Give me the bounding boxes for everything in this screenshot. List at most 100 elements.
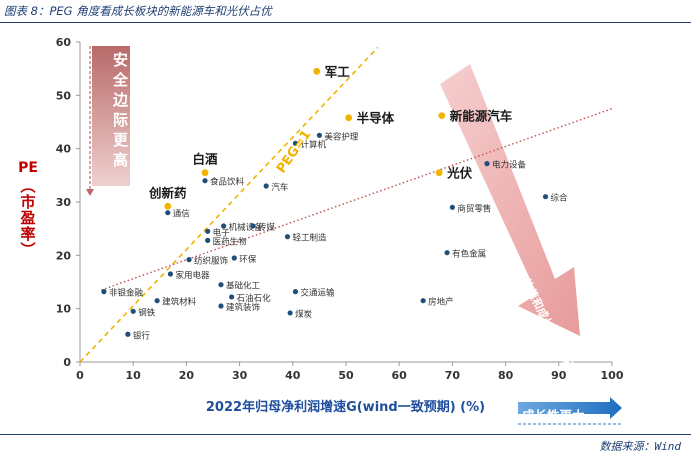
y-tick-label: 30 xyxy=(56,196,72,209)
point-label: 美容护理 xyxy=(324,131,359,142)
point-label: 医药生物 xyxy=(213,236,248,247)
arrow-diagonal-decor xyxy=(440,64,580,336)
point-label: 银行 xyxy=(133,330,151,341)
point-label: 交通运输 xyxy=(300,288,335,299)
axes: 0 10 20 30 40 50 60 70 80 90 100 0 10 20 30 40 50 60 xyxy=(56,36,624,382)
point-label: 基础化工 xyxy=(226,281,261,292)
data-point xyxy=(435,169,443,177)
point-label: 建筑材料 xyxy=(162,297,197,308)
data-point xyxy=(345,114,353,122)
reference-lines xyxy=(79,46,613,363)
data-point xyxy=(316,132,322,138)
point-label: 建筑装饰 xyxy=(226,302,261,313)
data-point xyxy=(292,289,299,295)
x-tick-label: 60 xyxy=(392,369,408,382)
x-tick-label: 10 xyxy=(126,369,142,382)
data-point xyxy=(229,294,235,300)
source-note: 数据来源：Wind xyxy=(599,440,682,453)
point-label: 综合 xyxy=(551,193,569,204)
y-tick-label: 50 xyxy=(56,89,72,102)
point-label: 食品饮料 xyxy=(210,177,245,188)
point-label: 非银金融 xyxy=(109,288,144,299)
y-tick-label: 0 xyxy=(63,356,71,369)
x-tick-label: 90 xyxy=(551,369,567,382)
point-label: 光伏 xyxy=(446,166,473,181)
y-tick-label: 40 xyxy=(56,143,72,156)
annotation-growth: 成长性更大 xyxy=(522,408,585,423)
top-rule xyxy=(0,22,691,23)
y-axis-label-pe: PE xyxy=(18,160,38,176)
data-point xyxy=(292,140,299,146)
point-label: 创新药 xyxy=(148,185,187,200)
data-point xyxy=(101,289,107,295)
point-label: 军工 xyxy=(325,64,351,79)
y-axis-label-cn: （市盈率） xyxy=(18,178,37,258)
y-tick-label: 60 xyxy=(56,36,72,49)
point-label: 商贸零售 xyxy=(457,203,491,214)
point-label: 新能源汽车 xyxy=(450,109,513,124)
y-tick-label: 20 xyxy=(56,249,72,262)
data-point xyxy=(202,178,208,184)
point-label: 半导体 xyxy=(357,111,395,126)
bottom-rule xyxy=(0,434,691,435)
data-point xyxy=(420,298,426,304)
point-label: 机械设备 xyxy=(229,222,264,233)
data-point xyxy=(205,237,211,243)
point-label: 房地产 xyxy=(428,297,454,308)
data-point xyxy=(287,310,293,316)
point-label: 通信 xyxy=(173,209,191,220)
figure-title: 图表 8：PEG 角度看成长板块的新能源车和光伏占优 xyxy=(4,4,272,18)
point-label: 环保 xyxy=(239,254,257,265)
data-point xyxy=(218,282,224,288)
x-tick-label: 30 xyxy=(232,369,248,382)
data-point xyxy=(125,331,131,337)
data-point xyxy=(313,67,321,75)
point-label: 计算机 xyxy=(300,139,326,150)
x-tick-label: 20 xyxy=(179,369,195,382)
data-point xyxy=(221,223,227,229)
peg-line-label: PEG=1 xyxy=(274,128,314,177)
data-point xyxy=(154,298,160,304)
data-point xyxy=(284,234,291,240)
point-label: 家用电器 xyxy=(175,270,210,281)
x-tick-label: 100 xyxy=(601,369,624,382)
point-label: 轻工制造 xyxy=(292,233,327,244)
point-label: 白酒 xyxy=(193,152,219,167)
data-point xyxy=(484,161,490,167)
x-tick-label: 50 xyxy=(338,369,354,382)
x-tick-label: 70 xyxy=(445,369,461,382)
point-label: 煤炭 xyxy=(295,309,313,320)
x-tick-label: 0 xyxy=(76,369,84,382)
y-tick-label: 10 xyxy=(56,303,72,316)
data-point xyxy=(250,223,256,229)
point-label: 石油石化 xyxy=(237,293,272,304)
data-point xyxy=(167,271,174,277)
point-label: 纺织服饰 xyxy=(194,256,229,267)
y-axis-label: PE （市盈率） xyxy=(14,160,42,258)
x-tick-label: 40 xyxy=(285,369,301,382)
peg-line xyxy=(79,46,379,363)
point-label: 传媒 xyxy=(258,222,276,233)
x-axis-label: 2022年归母净利润增速G(wind一致预期) (%) xyxy=(205,400,486,415)
data-point xyxy=(165,210,171,216)
data-point xyxy=(449,204,455,210)
point-label: 电力设备 xyxy=(492,160,527,171)
data-point xyxy=(164,202,172,210)
point-label: 有色金属 xyxy=(452,249,486,260)
data-point xyxy=(263,183,269,189)
annotation-safety-margin: 安全边际更高 xyxy=(111,52,129,172)
point-label: 汽车 xyxy=(271,182,288,193)
data-point xyxy=(444,250,450,256)
point-label: 钢铁 xyxy=(138,307,156,318)
data-point xyxy=(231,255,237,261)
data-point xyxy=(201,169,209,177)
arrow-up-decor xyxy=(86,46,130,196)
scatter-chart: 0 10 20 30 40 50 60 70 80 90 100 0 10 20 30 40 50 60 军工半导… xyxy=(56,36,624,425)
data-point xyxy=(542,194,549,200)
data-point xyxy=(186,257,192,263)
arrow-right-decor xyxy=(518,397,622,425)
data-point xyxy=(218,303,224,309)
point-label: 电子 xyxy=(213,227,231,238)
data-point xyxy=(205,228,211,234)
